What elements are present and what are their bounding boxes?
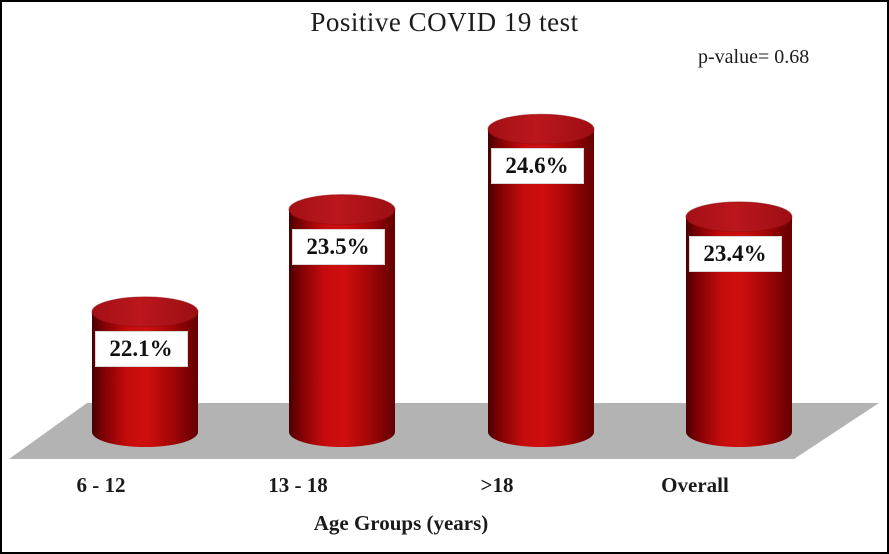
bar-value-label: 23.4% [688, 235, 782, 272]
x-axis-tick-label: 6 - 12 [76, 473, 126, 497]
bar-top-ellipse [288, 194, 396, 226]
bar-value-label: 22.1% [94, 330, 188, 367]
bar-cylinder-1 [91, 296, 199, 447]
x-axis-tick-label: 13 - 18 [268, 473, 328, 497]
floor-plane [9, 403, 879, 459]
chart-title: Positive COVID 19 test [310, 7, 579, 37]
bar-top-ellipse [487, 113, 595, 145]
x-axis-title: Age Groups (years) [313, 511, 489, 535]
bar-value-label: 23.5% [291, 228, 385, 265]
bar-top-ellipse [685, 201, 793, 233]
bar-value-label: 24.6% [490, 148, 584, 185]
x-axis-tick-label: Overall [661, 473, 729, 497]
x-axis-tick-label: >18 [480, 473, 514, 497]
bar-top-ellipse [91, 296, 199, 328]
p-value-annotation: p-value= 0.68 [698, 46, 810, 68]
